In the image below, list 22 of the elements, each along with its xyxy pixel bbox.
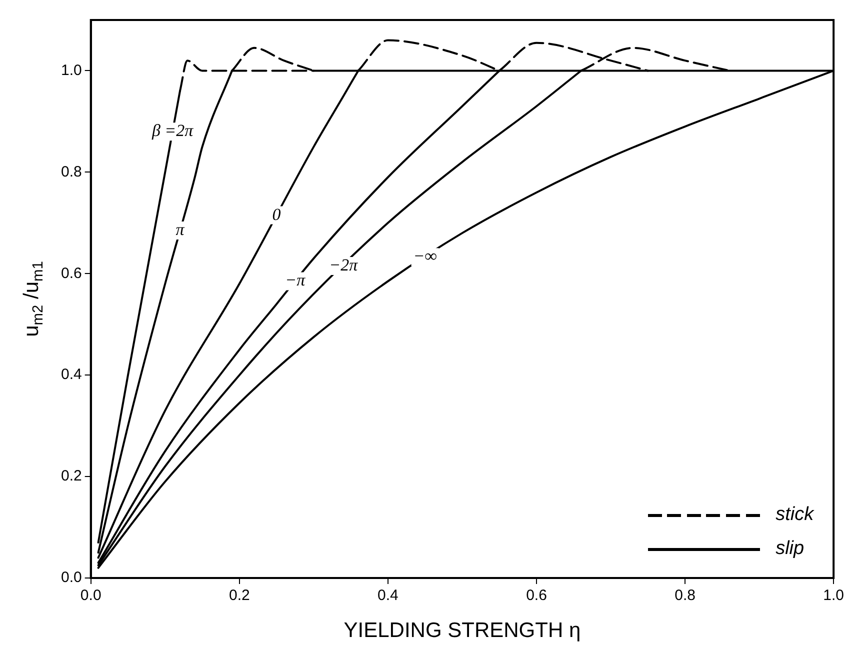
y-tick-label: 0.8 <box>60 163 82 180</box>
x-axis-title: YIELDING STRENGTH η <box>344 618 581 642</box>
annotation: π <box>176 220 185 239</box>
x-tick-label: 0.8 <box>674 587 696 604</box>
legend-label: stick <box>776 504 814 526</box>
annotation: −∞ <box>413 246 437 266</box>
x-tick-label: 1.0 <box>823 587 844 604</box>
annotation: −π <box>285 270 306 290</box>
y-axis-title: um2 /um1 <box>20 261 46 337</box>
y-tick-label: 0.0 <box>60 569 82 586</box>
y-tick-label: 1.0 <box>60 62 82 79</box>
x-tick-label: 0.4 <box>378 587 398 604</box>
legend-label: slip <box>776 538 804 560</box>
annotation: −2π <box>329 255 358 274</box>
y-tick-label: 0.6 <box>60 264 82 282</box>
annotation: β =2π <box>150 121 194 140</box>
y-tick-label: 0.2 <box>60 468 82 485</box>
x-tick-label: 0.2 <box>228 587 250 604</box>
x-tick-label: 0.0 <box>80 587 102 604</box>
x-tick-label: 0.6 <box>526 587 547 604</box>
annotation: 0 <box>272 204 282 224</box>
y-tick-label: 0.4 <box>60 366 82 384</box>
